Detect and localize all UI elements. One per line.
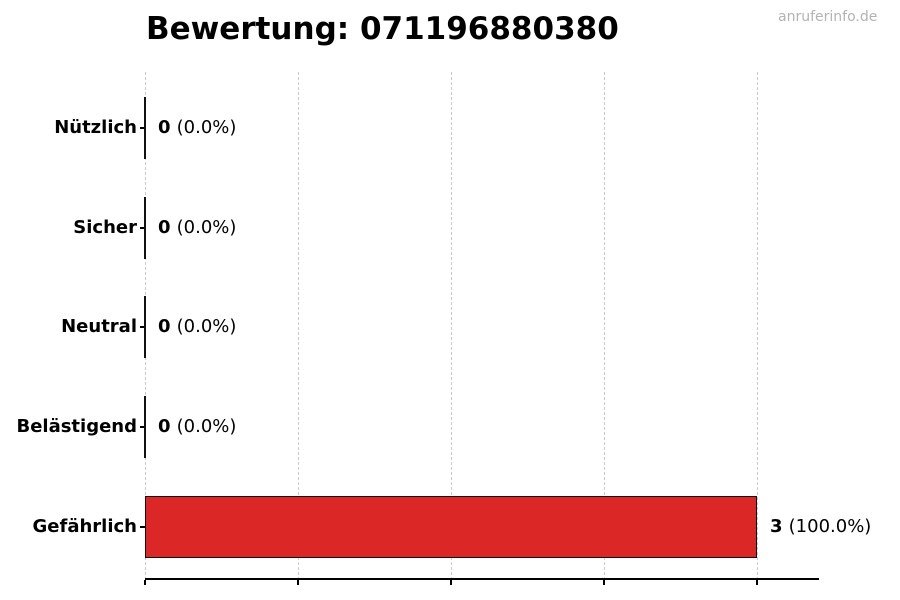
value-label: 0 (0.0%)	[158, 97, 236, 159]
value-label: 0 (0.0%)	[158, 396, 236, 458]
category-label: Belästigend	[16, 416, 137, 437]
x-axis-line	[145, 578, 819, 580]
value-count: 3	[770, 516, 783, 537]
gridline	[451, 72, 452, 578]
bar-belaestigend	[144, 396, 146, 458]
x-tick	[144, 580, 146, 585]
value-label: 3 (100.0%)	[770, 496, 871, 558]
x-tick	[450, 580, 452, 585]
value-count: 0	[158, 416, 171, 437]
value-percent: (0.0%)	[176, 117, 237, 138]
y-tick	[140, 426, 145, 428]
chart-title: Bewertung: 071196880380	[146, 11, 619, 47]
value-count: 0	[158, 316, 171, 337]
bar-nuetzlich	[144, 97, 146, 159]
category-label: Gefährlich	[32, 516, 137, 537]
bar-row-nuetzlich: Nützlich 0 (0.0%)	[0, 97, 900, 159]
bar-row-sicher: Sicher 0 (0.0%)	[0, 197, 900, 259]
bar-gefaehrlich	[145, 496, 757, 558]
gridline	[298, 72, 299, 578]
bar-neutral	[144, 296, 146, 358]
value-percent: (100.0%)	[788, 516, 872, 537]
bar-sicher	[144, 197, 146, 259]
y-tick	[140, 227, 145, 229]
category-label: Sicher	[73, 217, 137, 238]
watermark-text: anruferinfo.de	[778, 9, 878, 25]
value-count: 0	[158, 117, 171, 138]
y-tick	[140, 526, 145, 528]
gridline	[757, 72, 758, 578]
y-tick	[140, 326, 145, 328]
y-tick	[140, 127, 145, 129]
gridline	[604, 72, 605, 578]
value-percent: (0.0%)	[176, 217, 237, 238]
bar-row-gefaehrlich: Gefährlich 3 (100.0%)	[0, 496, 900, 558]
value-count: 0	[158, 217, 171, 238]
value-label: 0 (0.0%)	[158, 197, 236, 259]
x-tick	[603, 580, 605, 585]
x-tick	[297, 580, 299, 585]
bar-row-neutral: Neutral 0 (0.0%)	[0, 296, 900, 358]
value-percent: (0.0%)	[176, 416, 237, 437]
value-percent: (0.0%)	[176, 316, 237, 337]
category-label: Neutral	[61, 316, 137, 337]
value-label: 0 (0.0%)	[158, 296, 236, 358]
x-tick	[756, 580, 758, 585]
category-label: Nützlich	[54, 117, 137, 138]
bar-row-belaestigend: Belästigend 0 (0.0%)	[0, 396, 900, 458]
